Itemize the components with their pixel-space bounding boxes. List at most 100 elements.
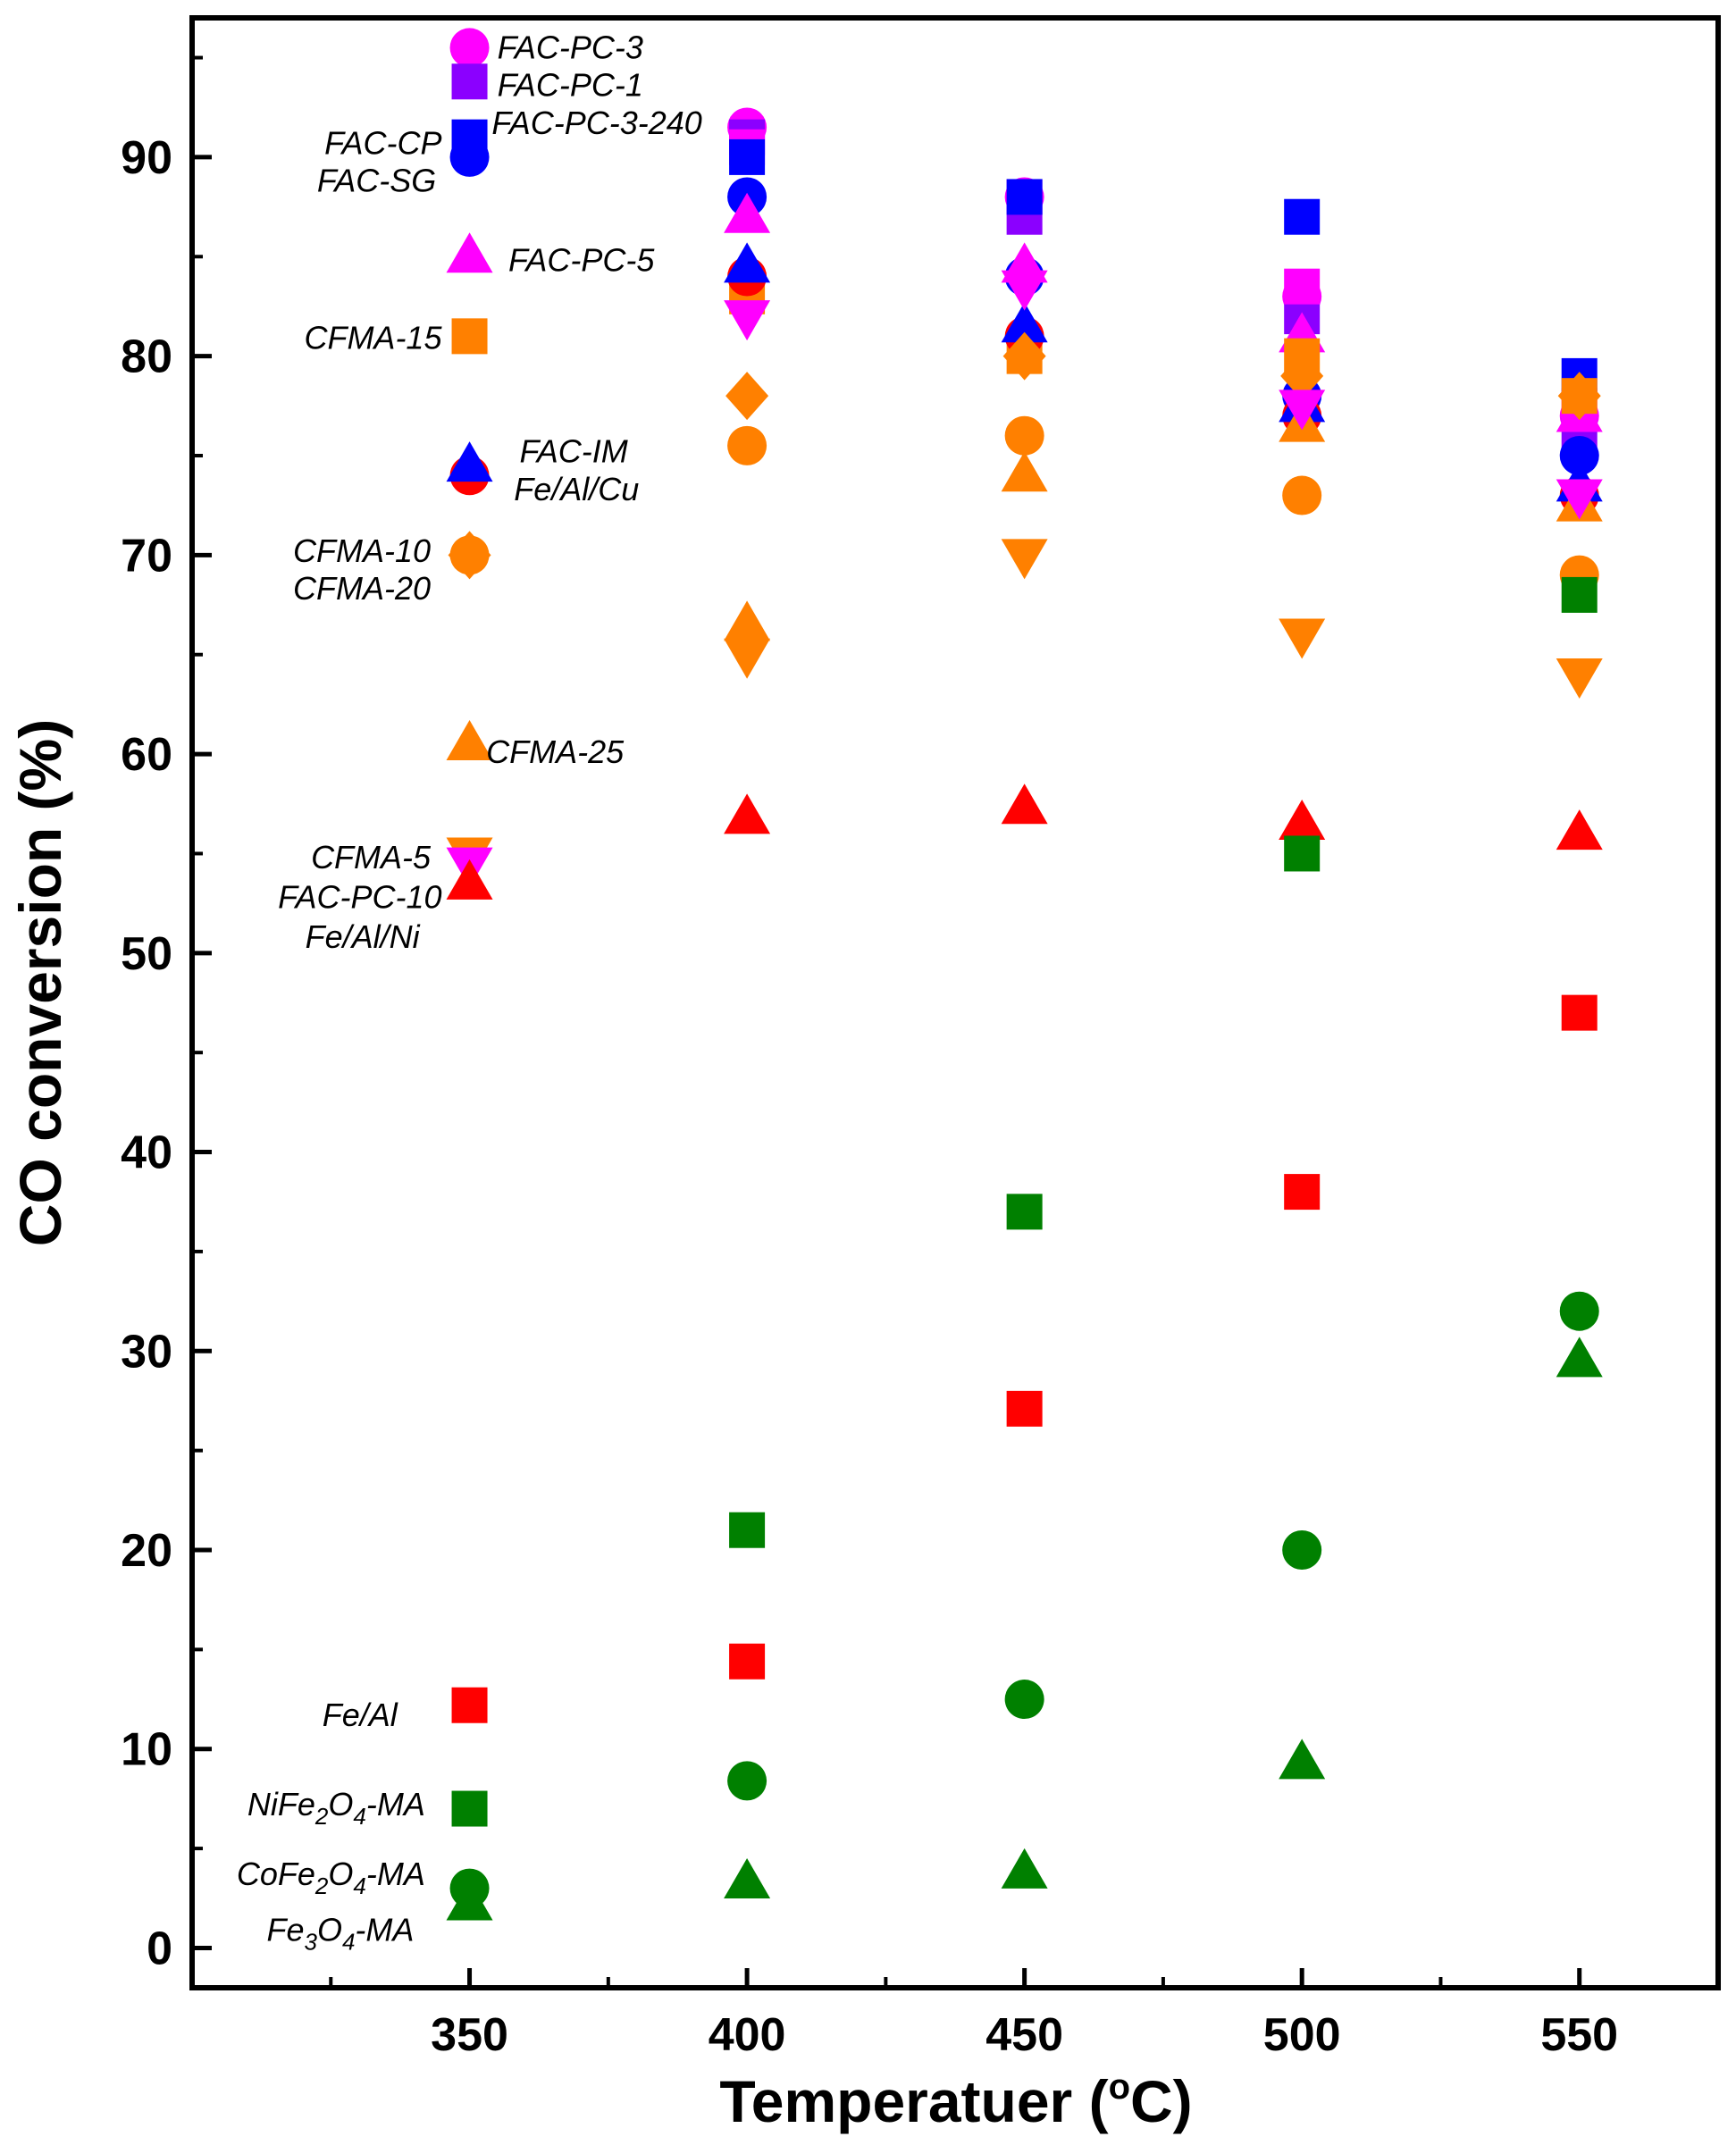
- marker-fac-pc-10: [1279, 390, 1326, 431]
- marker-fe-al: [1284, 1174, 1321, 1211]
- marker-fac-cp: [1006, 179, 1043, 215]
- marker-fe-al-ni: [1556, 809, 1603, 850]
- marker-cofe2o4-ma: [1282, 1530, 1322, 1570]
- x-tick-label: 450: [985, 2009, 1063, 2061]
- marker-fe-al: [451, 1687, 488, 1723]
- y-axis-title: CO conversion (%): [7, 719, 73, 1246]
- marker-cfma-25: [446, 719, 493, 760]
- marker-fe3o4-ma: [1001, 1848, 1048, 1889]
- marker-fac-pc-5: [724, 192, 771, 233]
- marker-fac-cp: [729, 138, 766, 175]
- marker-fe-al: [729, 1643, 766, 1680]
- marker-fac-pc-10: [1556, 479, 1603, 520]
- x-axis-title-degree: o: [1109, 2067, 1130, 2107]
- series-label-part: O: [328, 1856, 353, 1892]
- y-tick-label: 50: [121, 928, 172, 980]
- marker-fe-al-cu: [446, 441, 493, 482]
- series-label: FAC-PC-1: [498, 67, 643, 104]
- series-label: CFMA-10: [293, 532, 431, 569]
- marker-cfma-20: [449, 535, 490, 575]
- series-label: NiFe2O4-MA: [247, 1786, 425, 1830]
- marker-cfma-10: [1557, 372, 1601, 421]
- marker-cfma-20: [1282, 475, 1322, 515]
- marker-fe-al: [1561, 994, 1598, 1031]
- marker-cofe2o4-ma: [1004, 1680, 1044, 1720]
- marker-fac-sg: [449, 137, 490, 177]
- series-label: Fe/Al/Cu: [514, 471, 639, 507]
- marker-fe-al-ni: [446, 859, 493, 900]
- marker-fac-sg: [1559, 436, 1599, 475]
- marker-cfma-20: [1004, 415, 1044, 456]
- marker-cofe2o4-ma: [727, 1761, 767, 1801]
- series-label: CFMA-20: [293, 570, 431, 607]
- x-axis-ticks: 350 400 450 500 550: [329, 1968, 1618, 2061]
- series-label: FAC-IM: [519, 433, 627, 470]
- series-label: FAC-PC-10: [278, 878, 441, 915]
- marker-nife2o4-ma: [729, 1512, 766, 1548]
- y-tick-label: 0: [147, 1923, 172, 1974]
- series-label: FAC-PC-5: [508, 242, 655, 279]
- marker-nife2o4-ma: [1006, 1194, 1043, 1230]
- series-label-part: NiFe: [247, 1786, 315, 1822]
- marker-nife2o4-ma: [451, 1790, 488, 1827]
- series-label: CFMA-5: [311, 839, 432, 876]
- marker-fe-al-cu: [724, 242, 771, 283]
- series-label: CFMA-15: [304, 320, 442, 356]
- marker-fac-pc-3: [449, 28, 490, 68]
- marker-cfma-10: [1280, 351, 1324, 400]
- y-tick-label: 70: [121, 530, 172, 582]
- marker-cfma-5: [1556, 658, 1603, 699]
- marker-fe3o4-ma: [446, 1880, 493, 1921]
- marker-nife2o4-ma: [1561, 576, 1598, 613]
- marker-cfma-25: [724, 600, 771, 641]
- marker-cfma-5: [1279, 618, 1326, 659]
- series-label-part: O: [317, 1911, 342, 1948]
- marker-cfma-5: [1001, 539, 1048, 580]
- y-tick-label: 40: [121, 1127, 172, 1179]
- marker-fe-al-ni: [1001, 783, 1048, 825]
- y-tick-label: 20: [121, 1525, 172, 1577]
- series-label-part: 4: [353, 1873, 365, 1899]
- marker-fe-al-ni: [724, 793, 771, 834]
- marker-fac-pc-10: [1001, 270, 1048, 311]
- y-tick-label: 80: [121, 331, 172, 383]
- marker-cofe2o4-ma: [1559, 1291, 1599, 1331]
- series-label: CFMA-25: [486, 733, 625, 770]
- x-tick-label: 400: [709, 2009, 786, 2061]
- marker-cfma-5: [724, 638, 771, 679]
- series-label-part: 4: [353, 1803, 365, 1830]
- marker-fac-pc-1: [451, 63, 488, 100]
- marker-fac-pc-5: [446, 232, 493, 273]
- series-label-part: 4: [342, 1928, 355, 1955]
- marker-nife2o4-ma: [1284, 835, 1321, 872]
- series-label: FAC-PC-3: [498, 29, 643, 65]
- plot-frame: [189, 15, 1721, 1990]
- marker-fe3o4-ma: [1279, 1739, 1326, 1780]
- series-label-part: O: [328, 1786, 353, 1822]
- marker-cfma-25: [1001, 451, 1048, 492]
- series-label: Fe/Al/Ni: [306, 918, 421, 955]
- series-label-part: CoFe: [237, 1856, 315, 1892]
- y-tick-label: 30: [121, 1326, 172, 1378]
- series-label-part: -MA: [366, 1856, 425, 1892]
- x-axis-title: Temperatuer (oC): [719, 2067, 1192, 2134]
- series-label-part: -MA: [355, 1911, 414, 1948]
- y-tick-label: 10: [121, 1724, 172, 1776]
- marker-cfma-10: [1002, 331, 1046, 381]
- marker-fac-pc-3-240: [1284, 268, 1321, 305]
- marker-fac-cp: [1284, 198, 1321, 235]
- y-tick-label: 60: [121, 729, 172, 781]
- x-tick-label: 500: [1263, 2009, 1341, 2061]
- marker-fe-al-cu: [1001, 302, 1048, 343]
- series-label: FAC-SG: [317, 163, 436, 199]
- series-label-part: 3: [304, 1928, 317, 1955]
- marker-cfma-15: [451, 318, 488, 355]
- series-label: Fe3O4-MA: [266, 1911, 414, 1955]
- series-label-part: 2: [314, 1803, 329, 1830]
- series-label-part: -MA: [366, 1786, 425, 1822]
- y-axis-ticks: 0 10 20 30 40 50 60 70 80 90: [121, 55, 212, 1974]
- x-tick-label: 350: [431, 2009, 508, 2061]
- y-tick-label: 90: [121, 132, 172, 184]
